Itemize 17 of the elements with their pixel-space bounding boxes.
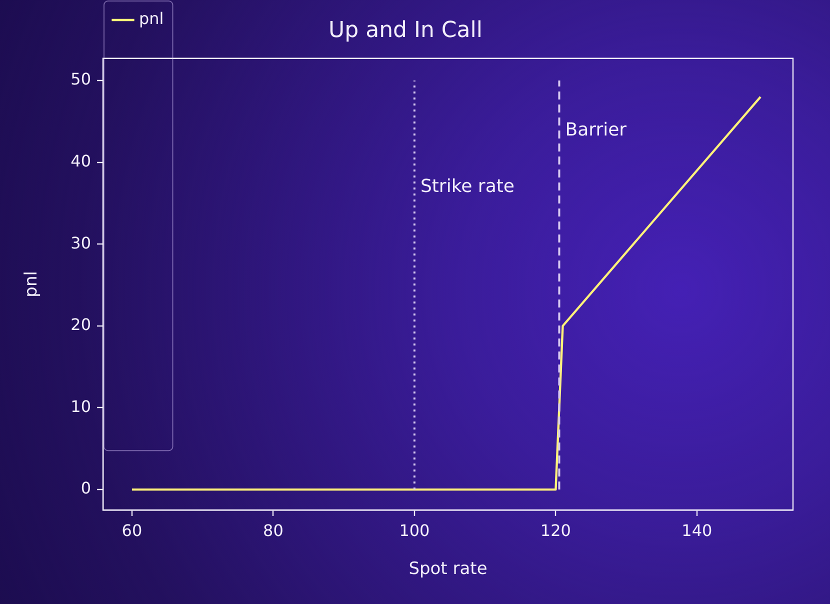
x-tick-label: 120 [540,520,571,540]
ref-line-label: Strike rate [420,176,514,197]
x-axis-title: Spot rate [408,559,488,580]
x-tick-label: 140 [682,520,712,540]
chart-title: Up and In Call [328,18,482,43]
y-tick-label: 10 [70,396,91,416]
y-tick-label: 0 [80,478,91,498]
ref-line-label: Barrier [565,119,628,140]
x-tick-label: 60 [122,520,142,540]
x-tick-label: 80 [263,520,284,540]
y-tick-label: 30 [70,233,91,252]
legend-label: pnl [139,9,164,28]
x-tick-label: 100 [399,520,430,540]
y-tick-label: 40 [70,151,91,170]
y-axis-title: pnl [22,271,42,298]
y-tick-label: 20 [70,315,91,334]
y-tick-label: 50 [70,70,91,89]
